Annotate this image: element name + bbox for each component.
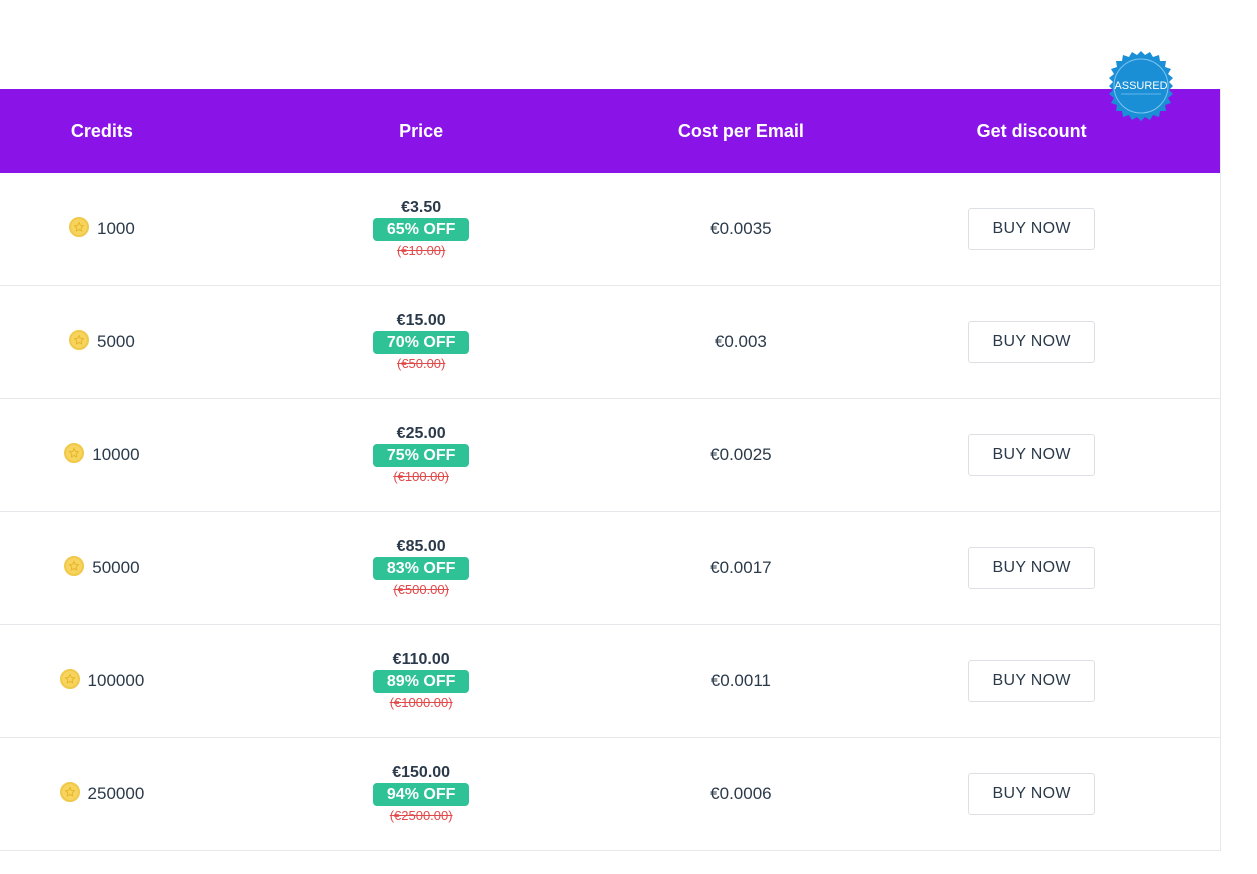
price-cell: €3.50 65% OFF (€10.00) [204,173,639,285]
price-cell: €15.00 70% OFF (€50.00) [204,286,639,398]
price-current: €25.00 [396,424,446,442]
credits-value: 250000 [87,784,145,803]
price-cell: €110.00 89% OFF (€1000.00) [204,625,639,737]
credits-value: 5000 [97,332,135,351]
get-discount-cell: BUY NOW [843,286,1220,398]
header-cost-per-email: Cost per Email [677,120,804,141]
table-row: 250000 €150.00 94% OFF (€2500.00) €0.000… [0,738,1220,851]
buy-now-button[interactable]: BUY NOW [968,321,1096,363]
price-current: €85.00 [396,537,446,555]
price-original: (€100.00) [393,468,449,484]
price-original: (€50.00) [396,355,446,371]
discount-badge: 94% OFF [372,782,470,806]
coin-icon [69,217,89,237]
discount-badge: 65% OFF [372,217,470,241]
credits-cell: 250000 [0,738,204,850]
assured-seal-badge: ASSURED [1105,50,1177,122]
coin-icon [59,669,80,689]
price-cell: €85.00 83% OFF (€500.00) [204,512,639,624]
credits-cell: 5000 [0,286,204,398]
cost-per-email-cell: €0.0035 [710,219,772,238]
price-cell: €25.00 75% OFF (€100.00) [204,399,639,511]
seal-label: ASSURED [1114,80,1168,92]
credits-value: 50000 [92,558,140,577]
seal-icon [1109,51,1173,121]
credits-value: 100000 [87,671,145,690]
cost-per-email-cell: €0.0011 [710,671,771,690]
table-header: Credits Price Cost per Email Get discoun… [0,89,1220,173]
coin-icon [64,556,85,576]
buy-now-button[interactable]: BUY NOW [968,208,1096,250]
get-discount-cell: BUY NOW [843,738,1220,850]
buy-now-button[interactable]: BUY NOW [968,773,1096,815]
price-original: (€10.00) [396,242,446,258]
credits-value: 10000 [92,445,140,464]
coin-icon [64,443,85,463]
pricing-table: Credits Price Cost per Email Get discoun… [0,89,1221,851]
cost-per-email-cell: €0.0006 [710,784,772,803]
table-body: 1000 €3.50 65% OFF (€10.00) €0.0035 BUY … [0,173,1220,851]
discount-badge: 89% OFF [372,669,470,693]
cost-per-email-cell: €0.0017 [710,558,772,577]
header-credits: Credits [70,120,133,141]
credits-value: 1000 [97,219,135,238]
price-current: €15.00 [396,311,446,329]
get-discount-cell: BUY NOW [843,173,1220,285]
price-cell: €150.00 94% OFF (€2500.00) [204,738,639,850]
table-row: 100000 €110.00 89% OFF (€1000.00) €0.001… [0,625,1220,738]
get-discount-cell: BUY NOW [843,399,1220,511]
buy-now-button[interactable]: BUY NOW [968,660,1096,702]
buy-now-button[interactable]: BUY NOW [968,434,1096,476]
table-row: 10000 €25.00 75% OFF (€100.00) €0.0025 B… [0,399,1220,512]
coin-icon [69,330,89,350]
buy-now-button[interactable]: BUY NOW [968,547,1096,589]
get-discount-cell: BUY NOW [843,512,1220,624]
price-original: (€500.00) [393,581,449,597]
price-current: €110.00 [392,650,450,668]
price-original: (€1000.00) [389,694,453,710]
credits-cell: 10000 [0,399,204,511]
credits-cell: 50000 [0,512,204,624]
discount-badge: 83% OFF [372,556,470,580]
table-row: 5000 €15.00 70% OFF (€50.00) €0.003 BUY … [0,286,1220,399]
cost-per-email-cell: €0.003 [714,332,767,351]
price-current: €150.00 [392,763,451,781]
table-row: 50000 €85.00 83% OFF (€500.00) €0.0017 B… [0,512,1220,625]
table-row: 1000 €3.50 65% OFF (€10.00) €0.0035 BUY … [0,173,1220,286]
discount-badge: 70% OFF [372,330,470,354]
get-discount-cell: BUY NOW [843,625,1220,737]
price-original: (€2500.00) [389,807,453,823]
credits-cell: 100000 [0,625,204,737]
coin-icon [59,782,80,802]
header-price: Price [399,120,444,141]
price-current: €3.50 [401,198,442,216]
credits-cell: 1000 [0,173,204,285]
header-get-discount: Get discount [976,120,1087,141]
discount-badge: 75% OFF [372,443,470,467]
cost-per-email-cell: €0.0025 [710,445,772,464]
